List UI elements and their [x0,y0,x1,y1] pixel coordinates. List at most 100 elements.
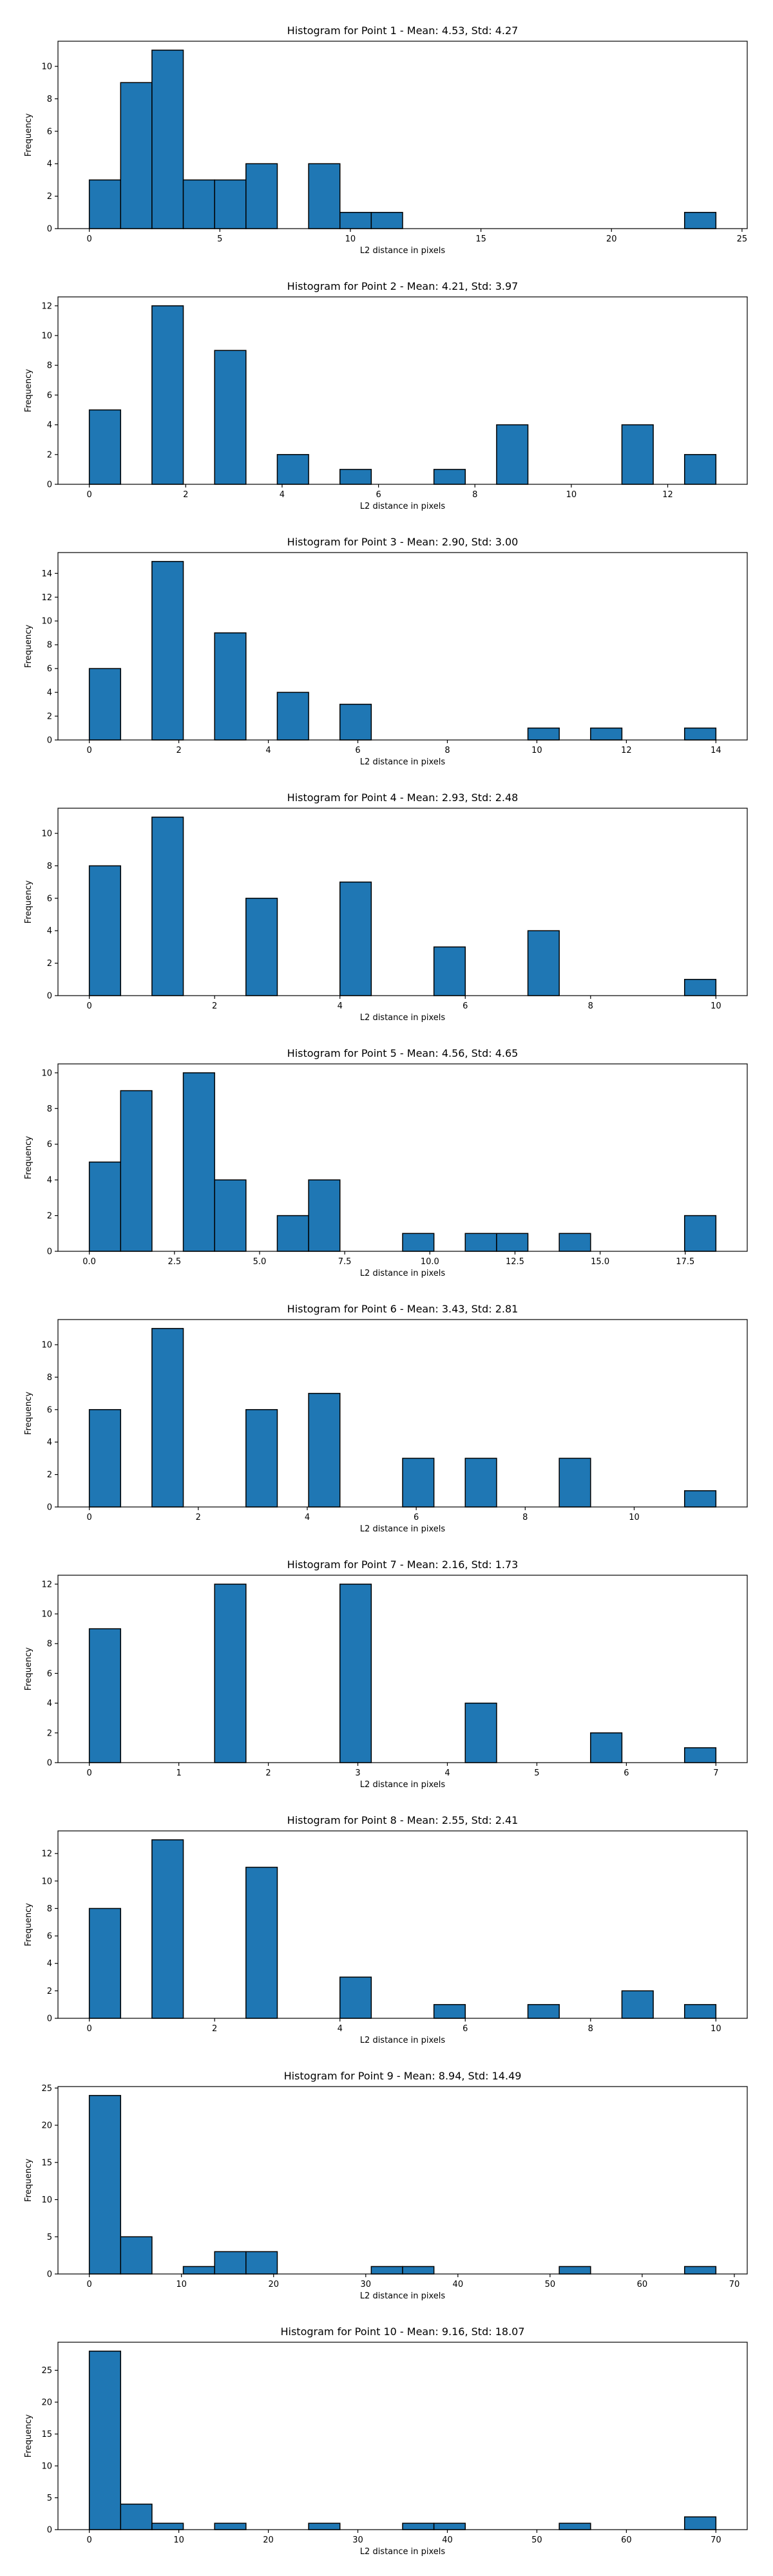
y-tick-label: 15 [41,2158,52,2168]
y-tick-label: 6 [47,665,52,674]
histogram-bar [339,881,372,996]
histogram-bar [88,668,122,741]
x-tick-label: 6 [414,1513,419,1522]
x-tick-label: 8 [444,746,450,755]
x-tick-label: 0 [86,1768,91,1778]
y-axis-label: Frequency [24,1136,33,1179]
y-tick-label: 2 [47,1728,52,1738]
x-tick-label: 6 [624,1768,629,1778]
x-tick-label: 4 [305,1513,310,1522]
histogram-bar [527,727,560,741]
bars [88,817,717,996]
x-tick-label: 4 [338,2024,343,2034]
bars [88,2095,717,2275]
histogram-panel-4: 0 2 4 6 8 10 0 2 4 6 8 10 Histogram for Point 4 - Me… [24,791,748,1022]
x-tick-label: 2 [176,746,181,755]
x-tick-label: 5 [217,234,222,244]
y-tick-label: 10 [41,2195,52,2205]
y-tick-label: 8 [47,641,52,650]
histogram-bar [683,1747,717,1763]
x-tick-label: 0 [86,2024,91,2034]
x-tick-label: 50 [531,2535,542,2545]
histogram-panel-2: 0 2 4 6 8 10 12 0 2 4 6 8 10 12 Histogram for Point 2 … [24,280,748,511]
histogram-bar [339,1584,372,1763]
histogram-bar [433,469,466,485]
histogram-bar [621,1990,654,2019]
histogram-bar [88,2095,122,2275]
histogram-bar [433,2523,466,2530]
chart-title: Histogram for Point 2 - Mean: 4.21, Std:… [287,280,519,292]
x-tick-label: 0 [86,490,91,500]
y-tick-label: 12 [41,593,52,603]
histogram-bar [276,1215,309,1252]
histogram-bar [683,727,717,741]
x-tick-label: 1 [176,1768,181,1778]
x-tick-label: 10 [711,1001,721,1011]
x-tick-label: 12.5 [506,1257,524,1267]
y-tick-label: 8 [47,1640,52,1649]
histogram-panel-8: 0 2 4 6 8 10 0 2 4 6 8 10 12 Histogram for Point 8 - … [24,1814,748,2045]
y-tick-label: 8 [47,1104,52,1114]
axes-frame [57,1830,748,2019]
y-tick-label: 0 [47,2014,52,2024]
chart-title: Histogram for Point 7 - Mean: 2.16, Std:… [287,1558,519,1571]
x-tick-label: 17.5 [676,1257,694,1267]
y-axis-label: Frequency [24,2159,33,2202]
y-tick-label: 2 [47,1987,52,1996]
y-axis-label: Frequency [24,113,33,156]
x-tick-label: 50 [545,2280,556,2289]
x-tick-label: 10 [176,2280,187,2289]
y-tick-label: 0 [47,225,52,234]
histogram-bar [214,2523,247,2530]
histogram-bar [245,2251,278,2275]
histogram-bar [339,703,372,741]
y-tick-label: 8 [47,361,52,371]
y-tick-label: 10 [41,1877,52,1886]
x-tick-label: 20 [606,234,617,244]
x-tick-label: 70 [729,2280,740,2289]
histogram-bar [370,2266,403,2275]
x-tick-label: 7.5 [338,1257,352,1267]
x-tick-label: 4 [280,490,285,500]
y-tick-label: 10 [41,62,52,72]
y-tick-label: 6 [47,894,52,904]
chart-title: Histogram for Point 3 - Mean: 2.90, Std:… [287,536,519,548]
x-tick-label: 25 [737,234,748,244]
y-axis-label: Frequency [24,1392,33,1435]
y-tick-label: 12 [41,1580,52,1589]
histogram-bar [88,409,122,485]
x-tick-label: 8 [472,490,477,500]
x-tick-label: 0.0 [82,1257,96,1267]
histogram-bar [402,2266,435,2275]
x-tick-label: 30 [361,2280,372,2289]
x-axis-label: L2 distance in pixels [360,1524,446,1533]
y-axis-label: Frequency [24,1647,33,1690]
histogram-bar [339,469,372,485]
bars [88,305,717,485]
y-tick-label: 6 [47,1405,52,1415]
histogram-bar [214,350,247,485]
y-tick-label: 25 [41,2366,52,2376]
histogram-bar [88,179,122,229]
bars [88,50,717,229]
histogram-bar [245,1409,278,1508]
axes-frame [57,1575,748,1763]
x-tick-label: 40 [442,2535,453,2545]
x-tick-label: 6 [463,1001,468,1011]
x-tick-label: 2 [183,490,188,500]
x-tick-label: 8 [522,1513,528,1522]
y-tick-label: 25 [41,2084,52,2094]
histogram-bar [276,692,309,741]
histogram-panel-3: 0 2 4 6 8 10 12 14 0 2 4 6 8 10 12 14 Histogram for Poin… [24,536,748,766]
y-tick-label: 0 [47,992,52,1001]
histogram-bar [683,1490,717,1508]
y-tick-label: 4 [47,160,52,169]
axes-frame [57,41,748,229]
histogram-bar [214,2251,247,2275]
x-tick-label: 10 [566,490,577,500]
axes-frame [57,296,748,485]
histogram-bar [464,1233,497,1252]
histogram-bar [308,1392,341,1508]
y-tick-label: 2 [47,712,52,722]
